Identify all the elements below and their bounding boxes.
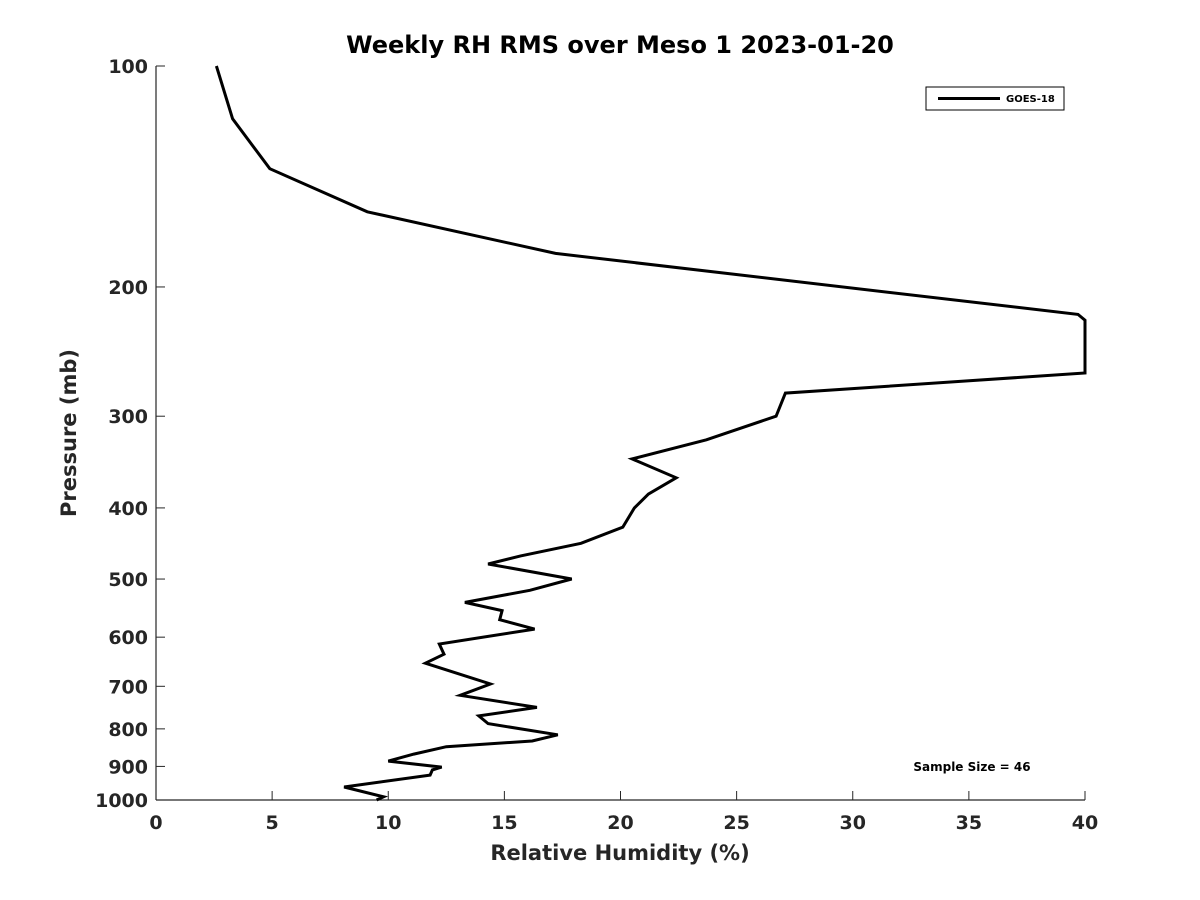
y-tick-label: 200 bbox=[108, 277, 148, 299]
y-tick-label: 900 bbox=[108, 756, 148, 778]
legend-label: GOES-18 bbox=[1006, 94, 1055, 105]
y-tick-label: 800 bbox=[108, 719, 148, 741]
data-points bbox=[216, 66, 1085, 800]
y-tick-label: 500 bbox=[108, 569, 148, 591]
x-tick-label: 5 bbox=[266, 812, 279, 834]
tick-marks bbox=[155, 65, 1086, 801]
y-tick-labels: 100 200 300 400 500 600 700 800 900 1000 bbox=[95, 56, 148, 812]
y-tick-label: 300 bbox=[108, 406, 148, 428]
y-tick-label: 600 bbox=[108, 627, 148, 649]
y-tick-label: 1000 bbox=[95, 790, 148, 812]
x-tick-label: 0 bbox=[149, 812, 162, 834]
x-tick-label: 20 bbox=[607, 812, 633, 834]
x-tick-label: 35 bbox=[956, 812, 982, 834]
y-tick-label: 100 bbox=[108, 56, 148, 78]
y-axis-label: Pressure (mb) bbox=[57, 349, 81, 517]
series-line-goes-18 bbox=[214, 65, 1087, 802]
legend: GOES-18 bbox=[925, 86, 1065, 111]
axes bbox=[155, 66, 1085, 801]
chart-title: Weekly RH RMS over Meso 1 2023-01-20 bbox=[346, 31, 894, 59]
x-tick-label: 10 bbox=[375, 812, 401, 834]
y-tick-label: 400 bbox=[108, 498, 148, 520]
sample-size-annotation: Sample Size = 46 bbox=[913, 760, 1030, 774]
x-tick-label: 15 bbox=[491, 812, 517, 834]
x-tick-label: 25 bbox=[723, 812, 749, 834]
x-tick-label: 40 bbox=[1072, 812, 1098, 834]
x-tick-label: 30 bbox=[840, 812, 866, 834]
y-tick-label: 700 bbox=[108, 676, 148, 698]
x-tick-labels: 0 5 10 15 20 25 30 35 40 bbox=[149, 812, 1098, 834]
x-axis-label: Relative Humidity (%) bbox=[490, 841, 749, 865]
